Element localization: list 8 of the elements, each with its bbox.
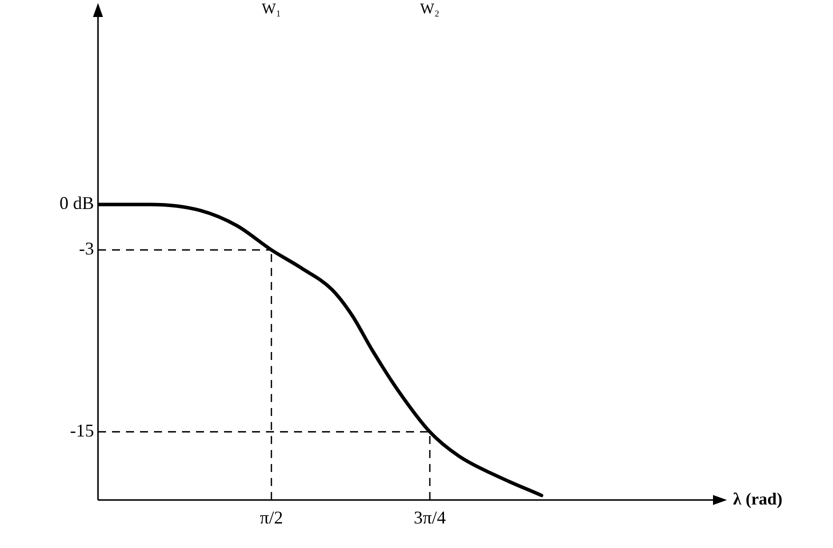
x-tick-label: 3π/4: [414, 508, 446, 528]
x-axis-title: λ (rad): [733, 489, 782, 508]
y-tick-label: -15: [70, 420, 94, 441]
annotation: W₁: [262, 1, 282, 18]
y-tick-label: -3: [79, 238, 94, 259]
annotation: W₂: [420, 1, 440, 18]
y-tick-label: 0 dB: [59, 193, 94, 214]
x-tick-label: π/2: [260, 508, 283, 528]
